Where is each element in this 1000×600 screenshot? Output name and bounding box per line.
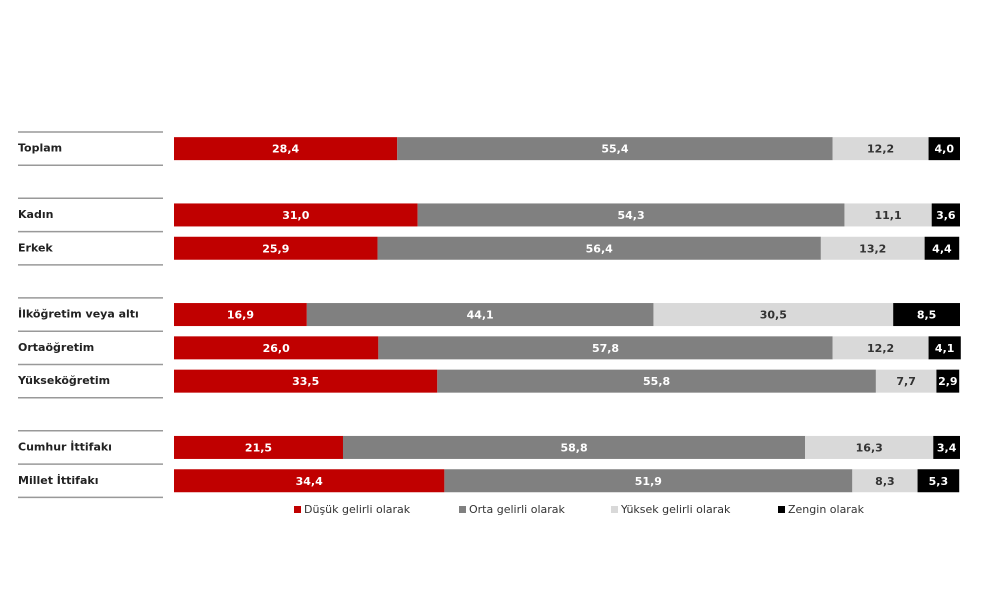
value-label: 7,7 — [896, 375, 916, 388]
bar-segment — [832, 336, 929, 360]
value-label: 54,3 — [617, 209, 644, 222]
legend-swatch — [459, 506, 466, 513]
bar-segment — [437, 369, 876, 393]
bar-segment — [875, 369, 937, 393]
category-label: Ortaöğretim — [18, 341, 94, 354]
value-label: 8,3 — [875, 475, 895, 488]
value-label: 57,8 — [592, 342, 619, 355]
bar-segment — [933, 435, 960, 459]
bar-segment — [832, 137, 929, 161]
bar-segment — [917, 469, 960, 493]
value-label: 11,1 — [875, 209, 902, 222]
bar-segment — [805, 435, 934, 459]
category-label: İlköğretim veya altı — [18, 307, 139, 321]
bar-segment — [174, 203, 418, 227]
value-label: 12,2 — [867, 143, 894, 156]
category-label: Yükseköğretim — [17, 374, 110, 387]
value-label: 5,3 — [929, 475, 949, 488]
value-label: 12,2 — [867, 342, 894, 355]
bar-segment — [820, 236, 925, 260]
bar-segment — [174, 137, 398, 161]
value-label: 26,0 — [263, 342, 290, 355]
value-label: 8,5 — [917, 309, 937, 322]
bar-segment — [936, 369, 960, 393]
category-label: Millet İttifakı — [18, 473, 98, 487]
bar-segment — [174, 469, 445, 493]
value-label: 25,9 — [262, 242, 289, 255]
bar-segment — [377, 236, 821, 260]
bar-segment — [444, 469, 853, 493]
bar-segment — [174, 336, 379, 360]
category-label: Toplam — [18, 142, 62, 155]
value-label: 3,6 — [936, 209, 956, 222]
value-label: 4,0 — [935, 143, 955, 156]
bar-segment — [928, 336, 961, 360]
legend-label: Düşük gelirli olarak — [304, 503, 411, 516]
value-label: 55,4 — [601, 143, 628, 156]
value-label: 2,9 — [938, 375, 958, 388]
bar-segment — [174, 435, 343, 459]
legend-swatch — [611, 506, 618, 513]
bar-segment — [653, 303, 894, 327]
value-label: 51,9 — [635, 475, 662, 488]
legend-swatch — [778, 506, 785, 513]
value-label: 56,4 — [586, 242, 613, 255]
bar-segment — [174, 236, 378, 260]
bar-segment — [928, 137, 960, 161]
bar-segment — [893, 303, 960, 327]
value-label: 30,5 — [760, 309, 787, 322]
bar-segment — [378, 336, 833, 360]
legend-label: Orta gelirli olarak — [469, 503, 566, 516]
bar-segment — [417, 203, 845, 227]
bar-segment — [306, 303, 654, 327]
value-label: 44,1 — [467, 309, 494, 322]
category-label: Cumhur İttifakı — [18, 439, 112, 453]
bar-segment — [174, 303, 307, 327]
bar-segment — [852, 469, 918, 493]
bar-segment — [174, 369, 438, 393]
category-label: Kadın — [18, 208, 53, 221]
bar-segment — [342, 435, 806, 459]
value-label: 4,4 — [932, 242, 952, 255]
value-label: 3,4 — [937, 441, 957, 454]
value-label: 16,3 — [856, 441, 883, 454]
value-label: 31,0 — [282, 209, 309, 222]
value-label: 33,5 — [292, 375, 319, 388]
legend-swatch — [294, 506, 301, 513]
value-label: 34,4 — [296, 475, 323, 488]
legend-label: Yüksek gelirli olarak — [620, 503, 731, 516]
bar-segment — [844, 203, 932, 227]
value-label: 21,5 — [245, 441, 272, 454]
value-label: 13,2 — [859, 242, 886, 255]
value-label: 28,4 — [272, 143, 299, 156]
bar-segment — [924, 236, 960, 260]
bar-segment — [931, 203, 960, 227]
category-label: Erkek — [18, 241, 53, 254]
value-label: 16,9 — [227, 309, 254, 322]
value-label: 55,8 — [643, 375, 670, 388]
value-label: 4,1 — [935, 342, 955, 355]
legend-label: Zengin olarak — [788, 503, 865, 516]
bar-segment — [397, 137, 833, 161]
value-label: 58,8 — [561, 441, 588, 454]
